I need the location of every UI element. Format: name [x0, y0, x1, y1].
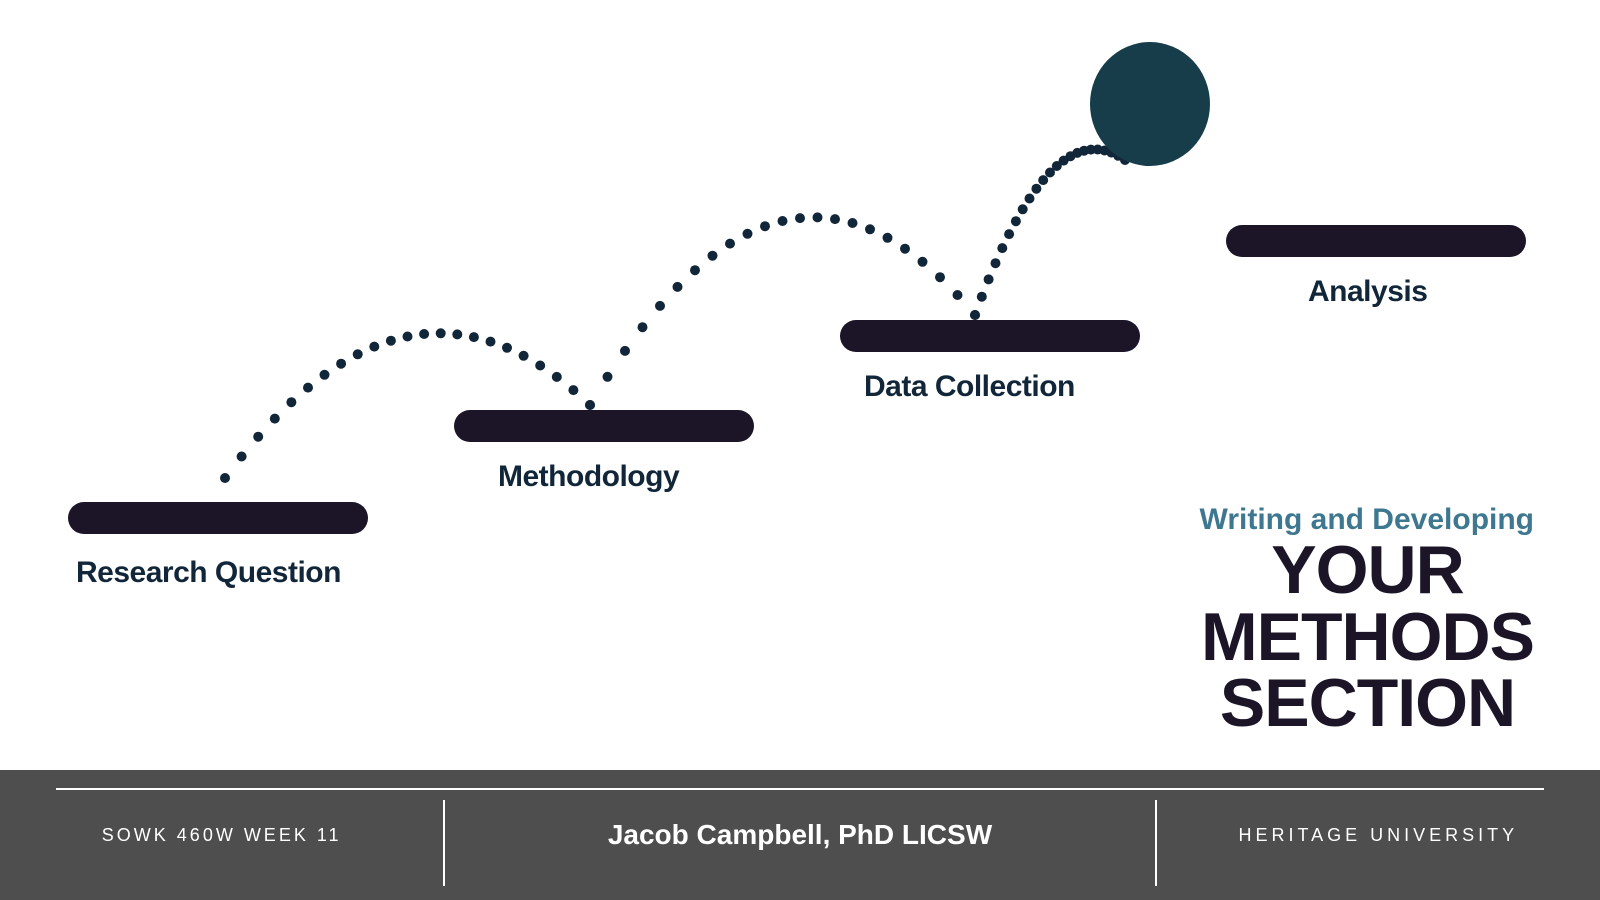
step-label: Analysis	[1308, 275, 1427, 309]
footer-bar: SOWK 460W WEEK 11 Jacob Campbell, PhD LI…	[0, 770, 1600, 900]
path-dot	[502, 343, 512, 353]
path-dot	[977, 292, 987, 302]
title-main: YOURMETHODSSECTION	[1201, 537, 1534, 737]
path-dot	[778, 216, 788, 226]
path-dot	[403, 332, 413, 342]
step-label: Research Question	[76, 556, 341, 590]
step-label: Methodology	[498, 460, 679, 494]
path-dot	[585, 400, 595, 410]
path-dot	[519, 351, 529, 361]
path-dot	[452, 329, 462, 339]
path-dot	[743, 229, 753, 239]
title-main-line: YOUR	[1201, 537, 1534, 604]
path-dot	[286, 397, 296, 407]
path-dot	[1031, 184, 1041, 194]
footer-center-text: Jacob Campbell, PhD LICSW	[608, 819, 992, 851]
path-dot	[690, 265, 700, 275]
path-dot	[760, 221, 770, 231]
path-dot	[603, 372, 613, 382]
path-dot	[830, 214, 840, 224]
bounce-path	[0, 0, 1600, 900]
footer-center: Jacob Campbell, PhD LICSW	[445, 770, 1154, 900]
path-dot	[725, 239, 735, 249]
footer-right-text: HERITAGE UNIVERSITY	[1238, 825, 1518, 846]
slide: Research Question Methodology Data Collect…	[0, 0, 1600, 900]
step-bar	[68, 502, 368, 534]
path-dot	[935, 272, 945, 282]
path-dot	[535, 361, 545, 371]
path-dot	[997, 243, 1007, 253]
path-dot	[984, 274, 994, 284]
path-dot	[1011, 216, 1021, 226]
path-dot	[419, 329, 429, 339]
path-dot	[1086, 145, 1096, 155]
path-dot	[918, 257, 928, 267]
path-dot	[253, 432, 263, 442]
path-dot	[369, 342, 379, 352]
path-dot	[486, 337, 496, 347]
step-bar	[1226, 225, 1526, 257]
step-label: Data Collection	[864, 370, 1075, 404]
path-dot	[1018, 204, 1028, 214]
bouncing-ball-icon	[1090, 42, 1210, 166]
footer-right: HERITAGE UNIVERSITY	[1157, 770, 1600, 900]
diagram-stage: Research Question Methodology Data Collect…	[0, 0, 1600, 900]
path-dot	[883, 233, 893, 243]
path-dot	[991, 258, 1001, 268]
path-dot	[436, 328, 446, 338]
path-dot	[1004, 229, 1014, 239]
path-dot	[568, 385, 578, 395]
path-dot	[469, 332, 479, 342]
step-bar	[454, 410, 754, 442]
path-dot	[1038, 175, 1048, 185]
title-block: Writing and Developing YOURMETHODSSECTIO…	[1200, 503, 1534, 737]
step-bar	[840, 320, 1140, 352]
path-dot	[970, 310, 980, 320]
path-dot	[1059, 156, 1069, 166]
path-dot	[1093, 145, 1103, 155]
path-dot	[1045, 168, 1055, 178]
path-dot	[795, 213, 805, 223]
path-dot	[386, 336, 396, 346]
path-dot	[865, 224, 875, 234]
path-dot	[585, 400, 595, 410]
path-dot	[1066, 151, 1076, 161]
path-dot	[673, 282, 683, 292]
path-dot	[336, 359, 346, 369]
path-dot	[270, 414, 280, 424]
path-dot	[813, 212, 823, 222]
path-dot	[620, 346, 630, 356]
path-dot	[1079, 146, 1089, 156]
footer-left-text: SOWK 460W WEEK 11	[102, 825, 342, 846]
path-dot	[1052, 161, 1062, 171]
path-dot	[953, 290, 963, 300]
path-dot	[320, 370, 330, 380]
path-dot	[900, 244, 910, 254]
path-dot	[220, 473, 230, 483]
path-dot	[353, 349, 363, 359]
title-main-line: METHODS	[1201, 604, 1534, 671]
footer-left: SOWK 460W WEEK 11	[0, 770, 443, 900]
path-dot	[237, 452, 247, 462]
path-dot	[1025, 194, 1035, 204]
path-dot	[1072, 148, 1082, 158]
title-main-line: SECTION	[1201, 670, 1534, 737]
path-dot	[552, 372, 562, 382]
path-dot	[708, 251, 718, 261]
path-dot	[970, 310, 980, 320]
path-dot	[848, 218, 858, 228]
path-dot	[655, 301, 665, 311]
path-dot	[303, 383, 313, 393]
path-dot	[638, 322, 648, 332]
